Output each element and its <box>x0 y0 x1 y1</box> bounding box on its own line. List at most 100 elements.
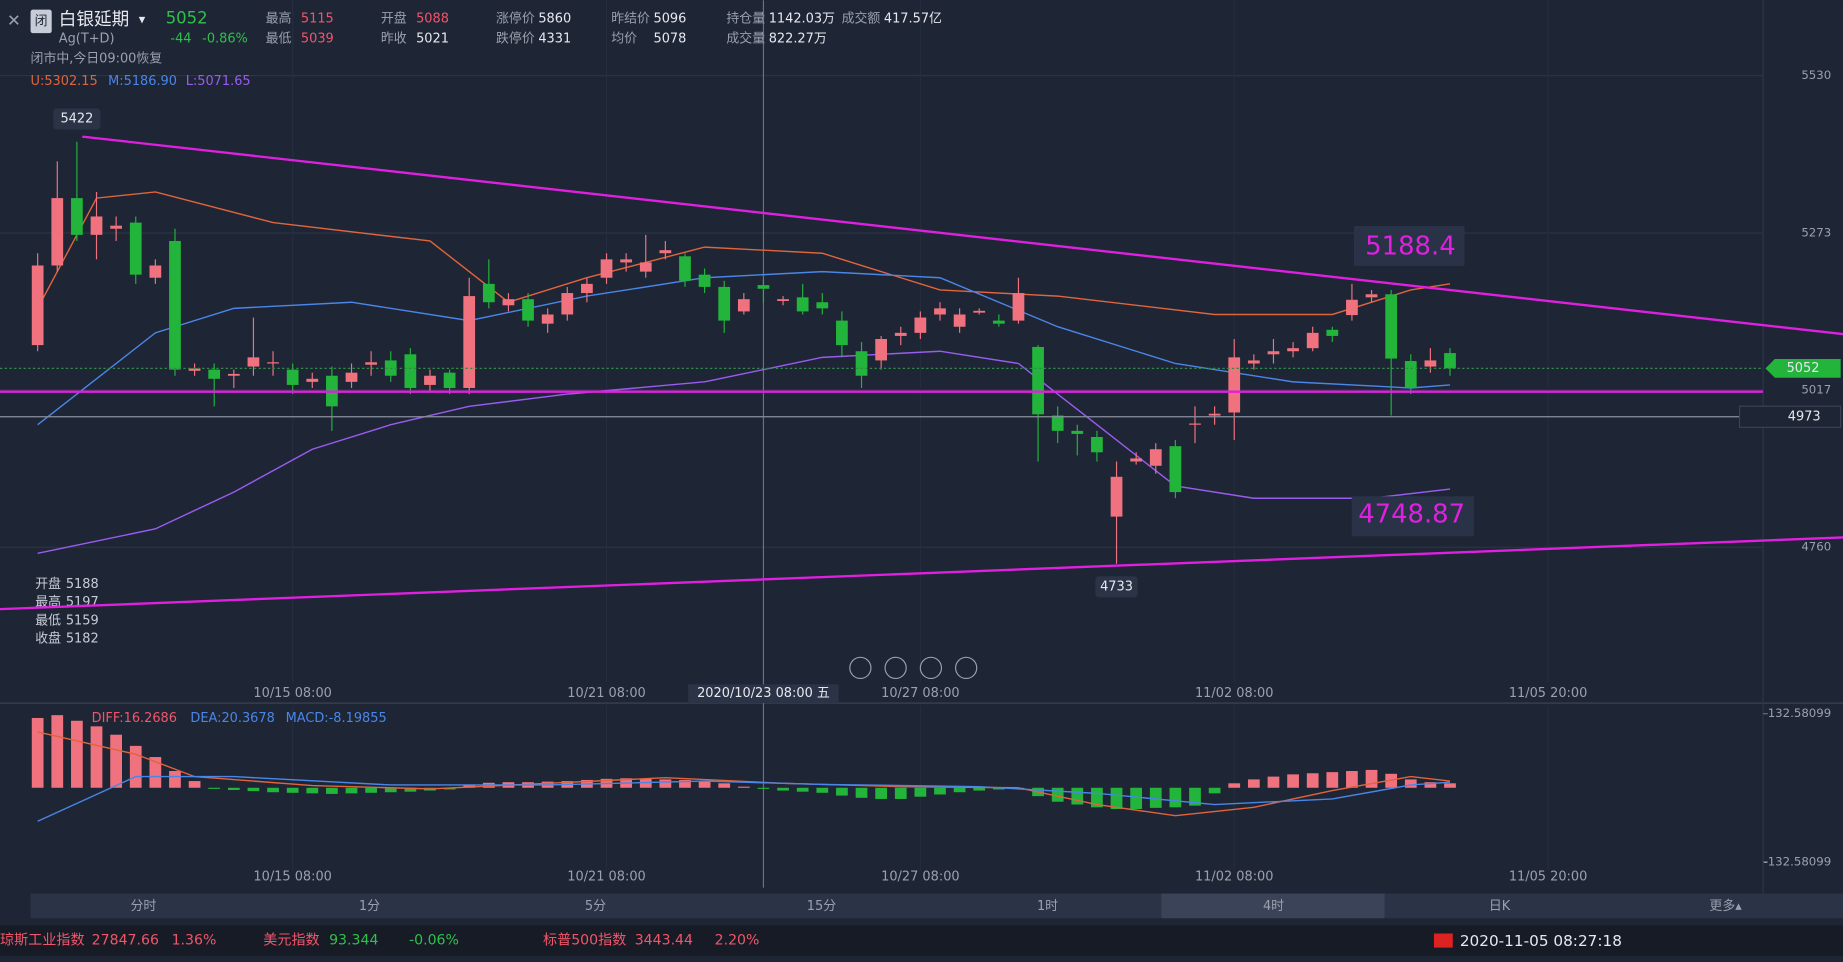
tab[interactable]: 日K <box>1489 899 1511 914</box>
macd-bar <box>639 778 652 788</box>
annotation-box <box>1354 225 1465 266</box>
ticker-name: 琼斯工业指数 <box>0 933 85 949</box>
stat-label: 最低 <box>266 32 292 47</box>
macd-bar <box>1051 787 1064 802</box>
macd-bar <box>1444 783 1456 788</box>
macd-bar <box>1346 771 1358 788</box>
badge-text: 闭 <box>35 14 48 29</box>
macd-bar <box>365 787 378 793</box>
macd-bar <box>698 781 711 788</box>
change: -44 <box>170 32 191 47</box>
tab[interactable]: 更多▴ <box>1709 899 1742 914</box>
candle-body <box>129 222 142 275</box>
y-tick-label: 5273 <box>1801 226 1831 240</box>
info-label: 收盘 <box>35 631 61 647</box>
candle-body <box>1424 360 1437 367</box>
instrument-code: Ag(T+D) <box>59 32 115 47</box>
macd-bar <box>1306 773 1319 788</box>
macd-bar <box>992 787 1005 790</box>
macd-bar <box>1326 772 1339 788</box>
ticker-change: 1.36% <box>172 933 217 949</box>
annotation: 4748.87 <box>1358 500 1465 530</box>
candle-body <box>443 372 456 388</box>
candle-body <box>992 320 1005 324</box>
macd-legend: DIFF:16.2686 <box>92 711 177 726</box>
high-label: 5422 <box>60 111 93 126</box>
next[interactable] <box>919 656 943 680</box>
info-value: 5182 <box>66 632 99 647</box>
candle-body <box>149 265 162 278</box>
tab[interactable]: 1分 <box>359 899 380 914</box>
high-label-bg <box>53 108 101 130</box>
ticker-name: 标普500指数 <box>543 933 626 949</box>
tab[interactable]: 1时 <box>1037 899 1058 914</box>
tab[interactable]: 分时 <box>130 899 156 914</box>
x-tick-label: 10/27 08:00 <box>881 870 960 885</box>
candle-body <box>247 357 260 367</box>
macd-bar <box>1189 787 1201 806</box>
candle-body <box>522 299 534 321</box>
macd-bar <box>247 787 260 792</box>
candle-body <box>1091 436 1103 453</box>
stat-label: 成交额 <box>842 11 881 27</box>
macd-bar <box>718 783 731 788</box>
candle-body <box>1110 476 1123 517</box>
price-tag <box>1765 358 1841 378</box>
candle-body <box>1444 353 1456 369</box>
candle-body <box>1287 348 1299 352</box>
stat-value: 822.27万 <box>769 32 827 47</box>
macd-bar <box>1228 783 1241 788</box>
dropdown[interactable]: ▾ <box>139 13 146 28</box>
macd-bar <box>129 745 142 788</box>
macd-pane: -132.58099 132.58099 DIFF:16.2686 DEA:20.36… <box>31 706 1831 868</box>
macd-bar <box>816 787 829 793</box>
instrument-name[interactable]: 白银延期 <box>59 9 130 30</box>
macd-bar <box>326 787 338 794</box>
zoom-out[interactable] <box>849 656 872 680</box>
candle-body <box>31 265 44 346</box>
candle-body <box>973 310 986 313</box>
candle-body <box>188 368 201 371</box>
candle-body <box>424 375 436 385</box>
annotation: 5188.4 <box>1365 232 1455 262</box>
macd-bar <box>110 734 123 788</box>
ticker-value: 27847.66 <box>92 933 159 949</box>
macd-bar <box>149 757 162 788</box>
candle-body <box>110 225 123 229</box>
band-legend: U:5302.15 M:5186.90 L:5071.65 <box>31 74 251 89</box>
tab[interactable]: 4时 <box>1263 899 1284 914</box>
candle-body <box>541 314 554 324</box>
tab[interactable]: 15分 <box>807 899 836 914</box>
main-pane: 4760 5017 5273 5530 10/15 08:00 10/15 08:00 10… <box>0 0 1842 888</box>
macd-bar <box>1208 787 1221 794</box>
macd-bar <box>404 787 417 792</box>
macd-bar <box>1091 787 1103 808</box>
alert-label[interactable]: 4973 <box>1788 409 1821 424</box>
macd-bar <box>777 787 789 791</box>
x-tick-label: 10/27 08:00 <box>881 686 960 701</box>
trendline <box>82 135 1843 336</box>
x-tick-label: 10/15 08:00 <box>253 870 332 885</box>
stat-label: 昨收 <box>381 32 407 47</box>
macd-bar <box>855 787 868 798</box>
close-icon[interactable]: ✕ <box>7 11 21 30</box>
zoom-in[interactable] <box>954 656 978 680</box>
alert-tag <box>1738 405 1842 428</box>
prev[interactable] <box>884 656 907 680</box>
macd-bar <box>71 720 83 788</box>
crosshair-label: 2020/10/23 08:00 五 <box>697 686 830 701</box>
band-legend: U:5302.15 <box>31 74 98 89</box>
candle-body <box>1267 351 1280 355</box>
status: 闭市中,今日09:00恢复 <box>31 51 163 67</box>
candle-body <box>404 354 417 388</box>
stat-label: 最高 <box>266 11 292 27</box>
macd-bar <box>306 787 319 794</box>
macd-bar <box>894 787 907 799</box>
macd-bar <box>757 787 770 789</box>
x-tick-label: 10/21 08:00 <box>567 686 645 701</box>
stat-value: 1142.03万 <box>769 12 835 27</box>
ticker-value: 3443.44 <box>635 933 693 949</box>
candle-body <box>698 274 711 287</box>
low-label: 4733 <box>1100 579 1133 594</box>
tab[interactable]: 5分 <box>585 899 606 914</box>
